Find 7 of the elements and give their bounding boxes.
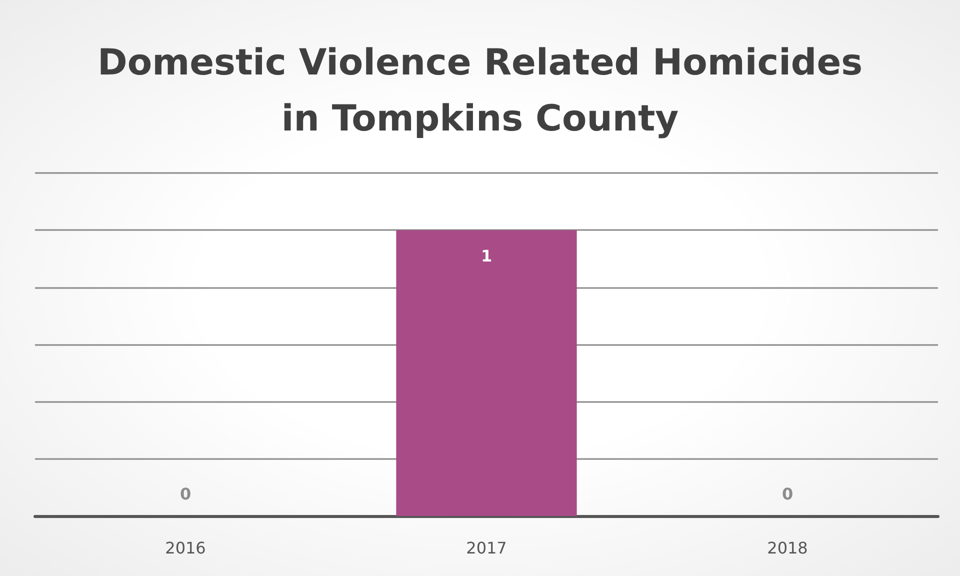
data-label: 0: [180, 484, 192, 504]
chart-title: Domestic Violence Related Homicides in Tompkins County: [97, 42, 863, 140]
x-tick-label: 2016: [165, 538, 206, 558]
data-label: 0: [782, 484, 794, 504]
x-tick-label: 2017: [466, 538, 507, 558]
data-label: 1: [480, 246, 492, 266]
x-tick-label: 2018: [767, 538, 808, 558]
